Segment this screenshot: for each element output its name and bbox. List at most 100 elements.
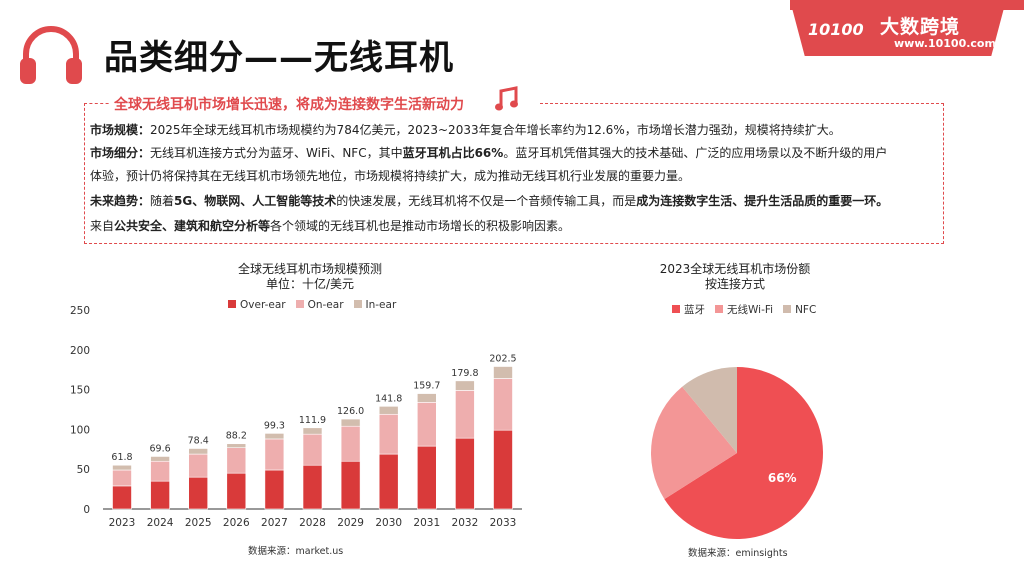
y-tick-label: 50: [77, 464, 90, 476]
pie-slice: [664, 367, 823, 539]
legend-label: NFC: [795, 303, 817, 316]
top-accent-bar: [790, 0, 1024, 10]
bar-segment-in-ear: [150, 456, 170, 462]
pie-chart: 66%: [651, 367, 823, 539]
pie-chart-legend: 蓝牙 无线Wi-Fi NFC: [672, 302, 816, 317]
data-label: 126.0: [337, 406, 364, 417]
legend-label: In-ear: [365, 299, 397, 311]
body-text: 无线耳机连接方式分为蓝牙、WiFi、NFC，其中: [150, 146, 403, 160]
x-tick-label: 2032: [452, 517, 479, 529]
bar-segment-over-ear: [188, 476, 208, 510]
y-tick-label: 200: [70, 345, 90, 357]
bar-segment-in-ear: [455, 380, 475, 391]
body-text: 的快速发展，无线耳机将不仅是一个音频传输工具，而是: [336, 194, 637, 208]
legend-item: In-ear: [353, 299, 397, 311]
legend-label: 蓝牙: [684, 304, 705, 316]
x-tick-label: 2024: [147, 517, 174, 529]
bar-segment-in-ear: [188, 448, 208, 455]
highlight-text: 市场细分：: [90, 146, 151, 160]
bar-segment-on-ear: [112, 469, 132, 487]
data-label: 159.7: [413, 381, 440, 392]
legend-swatch: [353, 300, 362, 308]
legend-item: Over-ear: [228, 299, 286, 311]
bar-chart-subtitle: 单位：十亿/美元: [265, 277, 355, 291]
data-label: 179.8: [451, 368, 478, 379]
logo-url: www.10100.com: [894, 37, 996, 50]
bar-segment-in-ear: [112, 464, 132, 471]
body-text: 2025年全球无线耳机市场规模约为784亿美元，2023~2033年复合年增长率…: [150, 123, 841, 137]
summary-line: 市场细分：无线耳机连接方式分为蓝牙、WiFi、NFC，其中蓝牙耳机占比66%。蓝…: [90, 144, 887, 161]
body-text: 。蓝牙耳机凭借其强大的技术基础、广泛的应用场景以及不断升级的用户: [503, 146, 888, 160]
legend-label: 无线Wi-Fi: [727, 304, 774, 316]
bar-segment-on-ear: [150, 460, 170, 482]
x-tick-label: 2027: [261, 517, 288, 529]
body-text: 体验，预计仍将保持其在无线耳机市场领先地位，市场规模将持续扩大，成为推动无线耳机…: [90, 169, 691, 183]
divider: [540, 103, 944, 104]
summary-line: 市场规模：2025年全球无线耳机市场规模约为784亿美元，2023~2033年复…: [90, 121, 841, 138]
bar-segment-over-ear: [378, 453, 399, 510]
x-tick-label: 2028: [299, 517, 326, 529]
pie-chart-title-text: 2023全球无线耳机市场份额: [659, 262, 811, 276]
bar-segment-over-ear: [340, 460, 361, 510]
bar-segment-on-ear: [455, 390, 475, 439]
pie-chart-title: 2023全球无线耳机市场份额 按连接方式: [600, 262, 870, 292]
page-title: 品类细分——无线耳机: [104, 38, 454, 78]
highlight-text: 公共安全、建筑和航空分析等: [114, 219, 271, 233]
data-label: 99.3: [264, 420, 285, 431]
bar-segment-on-ear: [188, 453, 208, 478]
data-label: 141.8: [375, 393, 402, 404]
logo: 10100 大数跨境 www.10100.com: [792, 8, 1004, 56]
bar-segment-on-ear: [302, 433, 323, 466]
y-tick-label: 0: [83, 504, 90, 516]
bar-chart-title-text: 全球无线耳机市场规模预测: [237, 262, 382, 276]
data-label: 69.6: [150, 443, 171, 454]
bar-segment-in-ear: [416, 393, 437, 403]
bar-segment-in-ear: [302, 427, 323, 435]
x-tick-label: 2029: [337, 517, 364, 529]
legend-label: Over-ear: [240, 299, 286, 311]
x-tick-label: 2023: [109, 517, 136, 529]
bar-segment-on-ear: [416, 402, 437, 447]
bar-segment-over-ear: [150, 480, 170, 510]
legend-swatch: [783, 304, 792, 313]
y-tick-label: 250: [70, 305, 90, 317]
pie-chart-subtitle: 按连接方式: [704, 277, 765, 291]
highlight-text: 蓝牙耳机占比66%: [402, 146, 504, 160]
legend-swatch: [228, 300, 236, 308]
legend-swatch: [672, 305, 680, 313]
summary-box: [84, 103, 944, 244]
pie-chart-source: 数据来源：eminsights: [688, 548, 788, 559]
divider: [84, 103, 114, 104]
logo-number: 10100: [808, 20, 864, 39]
data-label: 111.9: [299, 415, 326, 426]
legend-swatch: [715, 305, 723, 313]
data-label: 61.8: [111, 452, 132, 463]
bar-chart-legend: Over-ear On-ear In-ear: [228, 299, 396, 311]
x-tick-label: 2033: [490, 517, 517, 529]
bar-segment-over-ear: [264, 469, 285, 510]
highlight-text: 5G、物联网、人工智能等技术: [174, 194, 337, 208]
bar-segment-on-ear: [493, 378, 513, 431]
music-note-icon: [495, 86, 518, 111]
x-tick-label: 2030: [375, 517, 402, 529]
body-text: 随着: [150, 194, 175, 208]
pie-slice: [651, 386, 737, 500]
x-tick-label: 2025: [185, 517, 212, 529]
slice-label: 66%: [768, 471, 797, 485]
legend-label: On-ear: [307, 299, 344, 311]
bar-segment-on-ear: [378, 413, 399, 455]
bar-segment-in-ear: [378, 406, 399, 415]
legend-swatch: [295, 300, 304, 308]
bar-segment-over-ear: [226, 472, 247, 510]
bar-segment-on-ear: [226, 447, 247, 474]
legend-item: On-ear: [295, 299, 344, 311]
y-tick-label: 100: [70, 424, 90, 436]
bar-chart-source: 数据来源：market.us: [248, 546, 344, 557]
x-tick-label: 2026: [223, 517, 250, 529]
legend-item: 无线Wi-Fi: [715, 302, 773, 317]
data-label: 78.4: [188, 436, 209, 447]
bar-chart: 0 50 100 150 200 250 61.8 2023 69.6 2024 78.4 2025 8…: [70, 305, 522, 529]
bar-segment-in-ear: [264, 433, 285, 440]
legend-item: 蓝牙: [672, 302, 705, 317]
bar-segment-over-ear: [302, 464, 323, 510]
